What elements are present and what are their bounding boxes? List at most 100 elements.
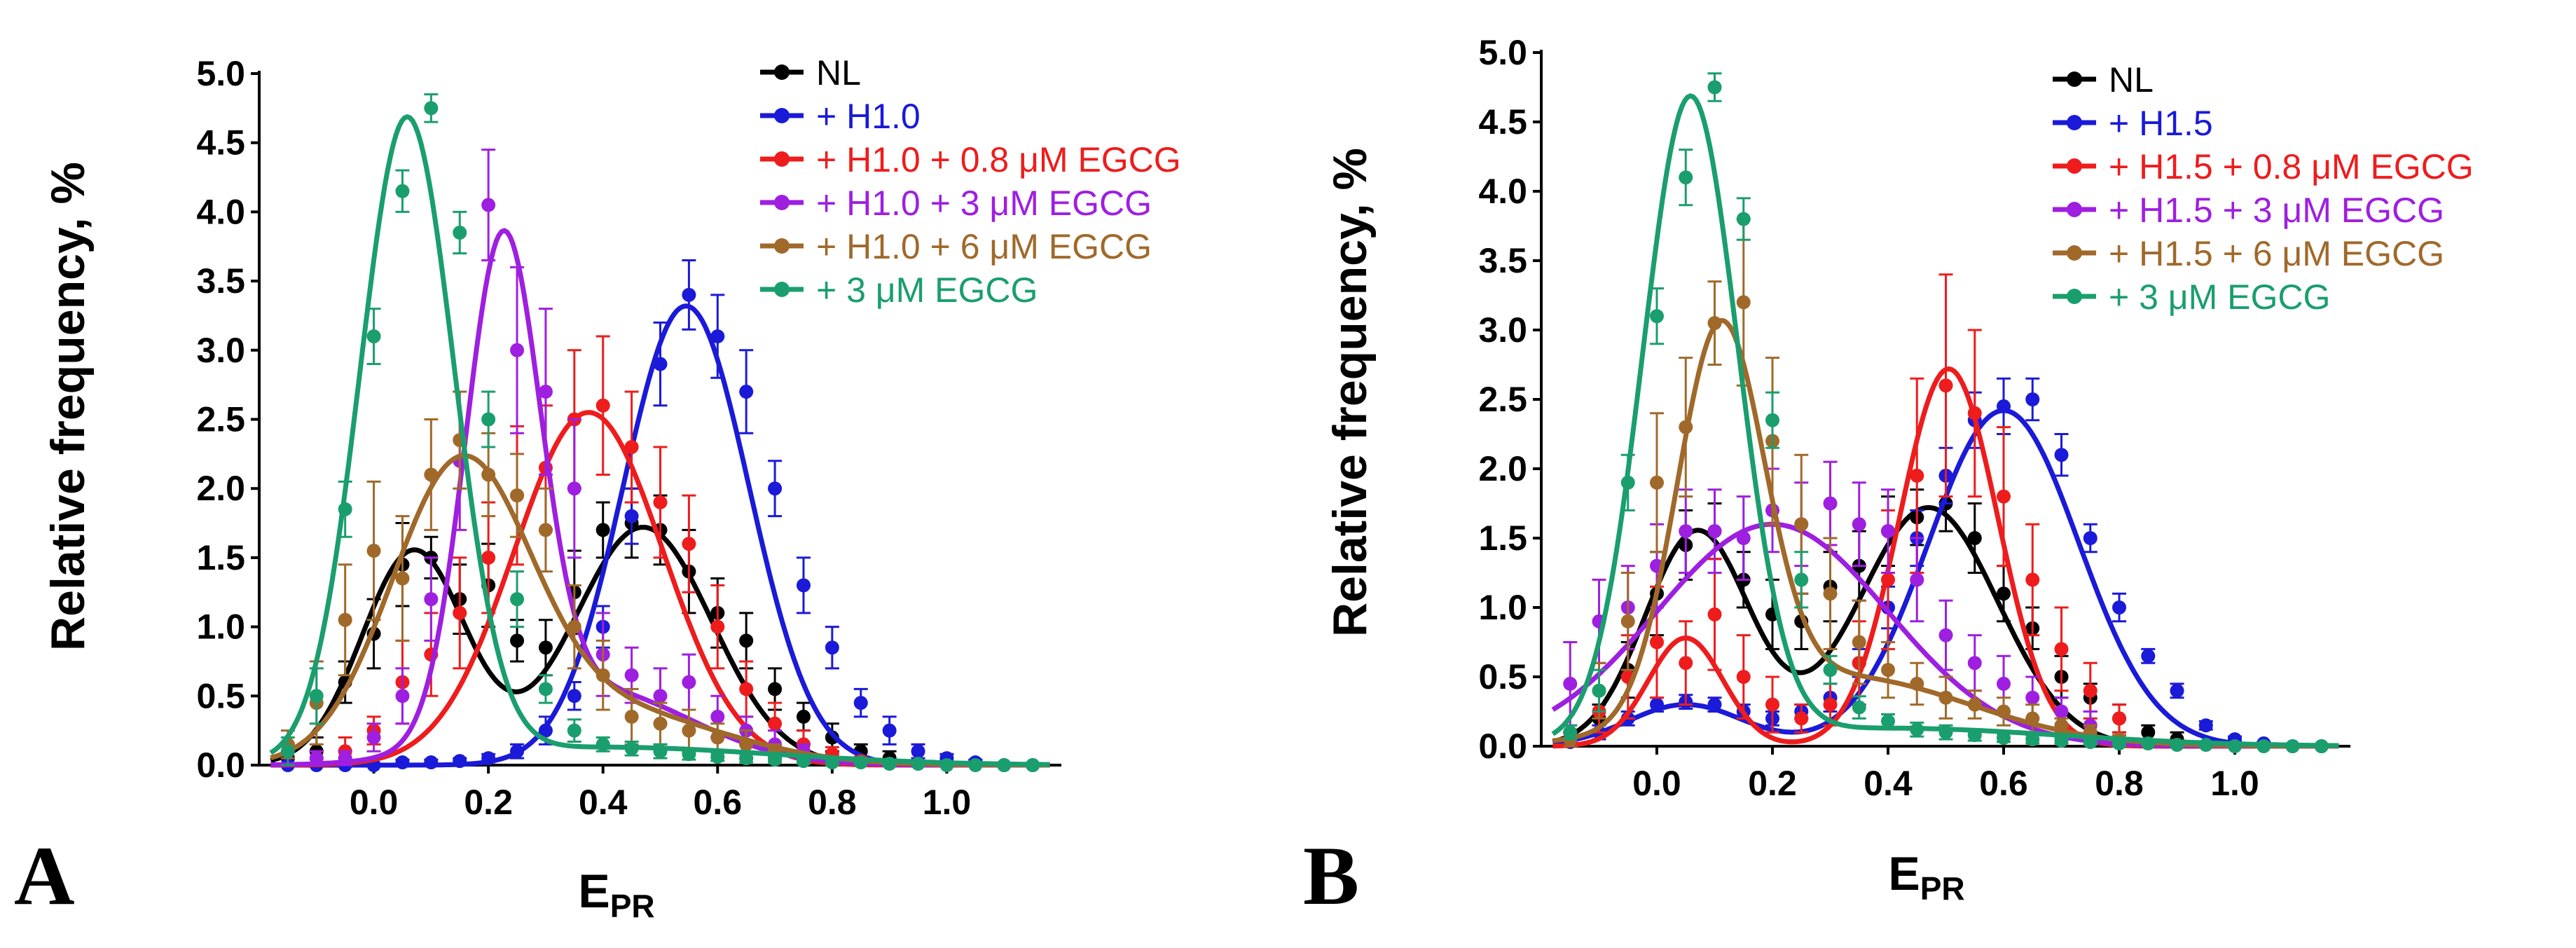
panel-a-y-tick-label: 0.0 <box>196 746 245 785</box>
panel-b-data-point <box>2170 738 2184 753</box>
panel-b-data-point <box>1938 690 1953 705</box>
panel-a-data-point <box>424 755 439 770</box>
panel-a-y-tick-label: 1.0 <box>196 607 245 647</box>
panel-b: B 0.00.51.01.52.02.53.03.54.04.55.00.0 0.… <box>1303 33 2474 922</box>
panel-a-legend-label: NL <box>816 53 861 92</box>
panel-a-legend: NL + H1.0 + H1.0 + 0.8 μM EGCG + H1.0 + 3 μ… <box>760 53 1181 310</box>
panel-a-legend-item: + 3 μM EGCG <box>760 270 1038 310</box>
panel-b-data-point <box>1650 635 1664 650</box>
panel-a-y-tick-label: 3.5 <box>196 261 245 301</box>
panel-a-data-point <box>453 605 467 620</box>
panel-b-legend-label: + H1.5 + 6 μM EGCG <box>2109 234 2444 273</box>
panel-b-y-tick-label: 0.5 <box>1478 657 1527 696</box>
panel-a-data-point <box>567 481 581 496</box>
panel-b-y-tick-label: 1.0 <box>1478 588 1527 627</box>
panel-a-data-point <box>481 412 496 427</box>
panel-b-data-point <box>1823 697 1838 712</box>
panel-a-y-tick-label: 4.5 <box>196 123 245 163</box>
panel-b-legend-marker <box>2067 158 2082 174</box>
panel-b-data-point <box>1650 309 1664 324</box>
panel-a-data-point <box>538 385 553 399</box>
panel-b-data-point <box>1620 614 1635 628</box>
panel-b-x-axis-label-sub: PR <box>1920 870 1965 907</box>
panel-a-y-tick-label: 2.5 <box>196 400 245 439</box>
panel-a-data-point <box>710 709 725 724</box>
panel-b-data-point <box>1997 731 2011 746</box>
panel-a-data-point <box>653 357 668 371</box>
panel-a-data-point <box>453 226 467 240</box>
panel-a-data-point <box>1026 758 1040 772</box>
panel-a-data-point <box>595 668 610 682</box>
panel-a-legend-item: + H1.0 <box>760 97 921 136</box>
panel-b-data-point <box>1997 676 2011 691</box>
panel-a-data-point <box>882 723 897 738</box>
panel-b-data-point <box>1997 586 2011 601</box>
panel-a-data-point <box>710 750 725 764</box>
panel-b-y-tick-label: 3.0 <box>1478 310 1527 350</box>
panel-b-data-point <box>1823 663 1838 678</box>
panel-b-data-point <box>1707 524 1722 539</box>
panel-a-data-point <box>825 755 839 770</box>
panel-b-data-point <box>1679 170 1693 185</box>
panel-b-data-point <box>2257 739 2271 753</box>
panel-b-x-tick-label: 1.0 <box>2210 764 2259 803</box>
panel-a-data-point <box>538 640 553 655</box>
panel-a-data-point <box>739 751 754 766</box>
panel-b-data-point <box>1823 586 1838 601</box>
panel-b-x-tick-label: 0.6 <box>1979 764 2028 803</box>
panel-a-data-point <box>739 385 754 399</box>
panel-b-data-point <box>1736 295 1751 310</box>
panel-a-data-point <box>768 682 783 696</box>
panel-b-data-point <box>1679 420 1693 434</box>
panel-b-legend-label: + H1.5 <box>2109 104 2213 143</box>
panel-a-data-point <box>653 495 668 509</box>
panel-b-data-point <box>1650 475 1664 490</box>
panel-a-x-tick-label: 0.8 <box>808 783 857 822</box>
panel-b-legend-marker <box>2067 71 2082 87</box>
panel-a-data-point <box>624 709 639 724</box>
panel-a-data-point <box>424 592 439 607</box>
panel-a-data-point <box>510 592 525 607</box>
panel-a-data-point <box>739 682 754 696</box>
panel-a-data-point <box>796 709 811 724</box>
panel-b-series-5 <box>1551 72 2339 753</box>
panel-b-data-point <box>2025 690 2040 705</box>
panel-a-data-point <box>453 754 467 769</box>
panel-a-y-tick-label: 1.5 <box>196 538 245 577</box>
panel-a: A 0.00.51.01.52.02.53.03.54.04.55.00.0 0.… <box>14 53 1181 924</box>
panel-b-data-point <box>2083 531 2098 545</box>
panel-a-data-point <box>424 101 439 116</box>
panel-a-data-point <box>366 730 381 745</box>
panel-b-data-point <box>1620 475 1635 490</box>
panel-b-data-point <box>2112 711 2126 726</box>
panel-b-data-point <box>2170 683 2184 698</box>
panel-b-data-point <box>1910 468 1924 483</box>
panel-a-data-point <box>853 755 868 770</box>
panel-a-data-point <box>338 502 352 516</box>
panel-a-data-point <box>595 737 610 752</box>
panel-a-data-point <box>510 744 525 759</box>
panel-a-data-point <box>768 716 783 731</box>
panel-a-data-point <box>481 550 496 565</box>
panel-b-data-point <box>1736 531 1751 545</box>
panel-b-data-point <box>2228 739 2242 753</box>
panel-a-data-point <box>739 633 754 648</box>
panel-b-data-point <box>2141 725 2156 740</box>
panel-a-data-point <box>624 741 639 756</box>
panel-a-legend-marker <box>774 64 790 80</box>
panel-b-data-point <box>1967 406 1982 420</box>
panel-b-data-point <box>1592 683 1606 698</box>
panel-b-data-point <box>1881 524 1895 539</box>
panel-b-data-point <box>1679 656 1693 671</box>
panel-b-x-tick-label: 0.4 <box>1864 764 1913 803</box>
panel-a-data-point <box>739 737 754 752</box>
panel-a-data-point <box>624 668 639 682</box>
panel-a-data-point <box>366 544 381 558</box>
panel-b-data-point <box>1765 697 1779 712</box>
panel-b-plot: 0.0 0.5 1.0 1.5 2.0 2.5 3.0 3.5 4.0 4.5 5.0 0.0 0.2 0… <box>1478 33 2350 803</box>
panel-a-data-point <box>768 753 783 767</box>
panel-a-legend-marker <box>774 238 790 254</box>
panel-a-data-point <box>395 689 410 703</box>
panel-b-data-point <box>2054 642 2069 657</box>
